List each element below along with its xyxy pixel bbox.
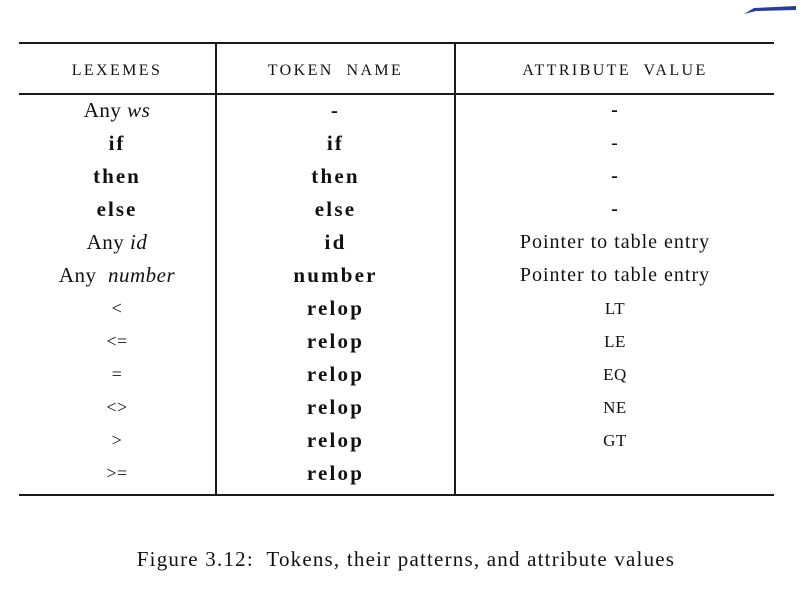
- attribute-cell: EQ: [603, 365, 627, 384]
- figure-caption: Figure 3.12: Tokens, their patterns, and…: [136, 547, 676, 571]
- token-cell: else: [314, 197, 357, 221]
- lexeme-cell: <=: [19, 325, 215, 358]
- table-row: <> relop NE: [19, 391, 774, 424]
- token-cell: relop: [306, 362, 365, 386]
- table-top-rule: [19, 42, 774, 44]
- lexeme-text: <=: [106, 331, 128, 351]
- lexeme-text: >: [111, 430, 123, 450]
- attribute-cell: [456, 457, 774, 490]
- token-cell: relop: [306, 395, 365, 419]
- token-cell: relop: [306, 329, 365, 353]
- attribute-cell: Pointer to table entry: [519, 264, 711, 286]
- lexeme-cell: Any number: [19, 259, 215, 292]
- table-row: < relop LT: [19, 292, 774, 325]
- lexeme-text: <>: [106, 397, 128, 417]
- lexeme-cell: if: [19, 127, 215, 160]
- table-row: then then -: [19, 160, 774, 193]
- token-cell: then: [311, 164, 360, 188]
- table-row: <= relop LE: [19, 325, 774, 358]
- token-cell: relop: [306, 428, 365, 452]
- lexeme-italic-text: id: [130, 230, 148, 254]
- lexeme-cell: else: [19, 193, 215, 226]
- lexeme-cell: >=: [19, 457, 215, 490]
- table-row: >= relop: [19, 457, 774, 490]
- lexeme-text: >=: [106, 463, 128, 483]
- attribute-cell: LT: [604, 299, 626, 318]
- table-header-row: LEXEMES TOKEN NAME ATTRIBUTE VALUE: [19, 42, 774, 93]
- lexeme-text: then: [93, 164, 141, 188]
- lexeme-text: else: [96, 197, 138, 221]
- attribute-cell: -: [611, 132, 619, 154]
- token-cell: number: [293, 263, 378, 287]
- tokens-table: LEXEMES TOKEN NAME ATTRIBUTE VALUE Any w…: [19, 42, 774, 496]
- lexeme-cell: >: [19, 424, 215, 457]
- table-body: Any ws - - if if - then then - else else…: [19, 94, 774, 494]
- lexeme-text: Any: [58, 263, 108, 287]
- attribute-cell: -: [611, 165, 619, 187]
- table-row: Any id id Pointer to table entry: [19, 226, 774, 259]
- lexeme-text: =: [111, 364, 123, 384]
- lexeme-cell: <: [19, 292, 215, 325]
- attribute-cell: GT: [603, 431, 627, 450]
- lexeme-cell: Any id: [19, 226, 215, 259]
- attribute-cell: NE: [603, 398, 627, 417]
- attribute-cell: Pointer to table entry: [519, 231, 711, 253]
- lexeme-text: Any: [86, 230, 131, 254]
- lexeme-italic-text: number: [108, 263, 176, 287]
- table-row: if if -: [19, 127, 774, 160]
- lexeme-cell: =: [19, 358, 215, 391]
- lexeme-text: <: [111, 298, 123, 318]
- table-bottom-rule: [19, 494, 774, 496]
- header-token-name: TOKEN NAME: [267, 62, 404, 79]
- token-cell: relop: [306, 461, 365, 485]
- lexeme-text: if: [108, 131, 126, 155]
- lexeme-cell: then: [19, 160, 215, 193]
- column-divider: [215, 42, 217, 496]
- table-row: else else -: [19, 193, 774, 226]
- table-row: > relop GT: [19, 424, 774, 457]
- table-row: Any ws - -: [19, 94, 774, 127]
- token-cell: relop: [306, 296, 365, 320]
- header-lexemes: LEXEMES: [71, 62, 163, 79]
- table-row: = relop EQ: [19, 358, 774, 391]
- token-cell: -: [330, 98, 341, 122]
- token-cell: if: [326, 131, 345, 155]
- column-divider: [454, 42, 456, 496]
- table-row: Any number number Pointer to table entry: [19, 259, 774, 292]
- lexeme-text: Any: [83, 98, 128, 122]
- lexeme-cell: Any ws: [19, 94, 215, 127]
- attribute-cell: -: [611, 198, 619, 220]
- token-cell: id: [324, 230, 347, 254]
- lexeme-italic-text: ws: [127, 98, 151, 122]
- table-header-rule: [19, 93, 774, 95]
- lexeme-cell: <>: [19, 391, 215, 424]
- corner-decoration-icon: [744, 6, 796, 14]
- attribute-cell: LE: [604, 332, 626, 351]
- attribute-cell: -: [611, 99, 619, 121]
- header-attribute-value: ATTRIBUTE VALUE: [522, 62, 708, 79]
